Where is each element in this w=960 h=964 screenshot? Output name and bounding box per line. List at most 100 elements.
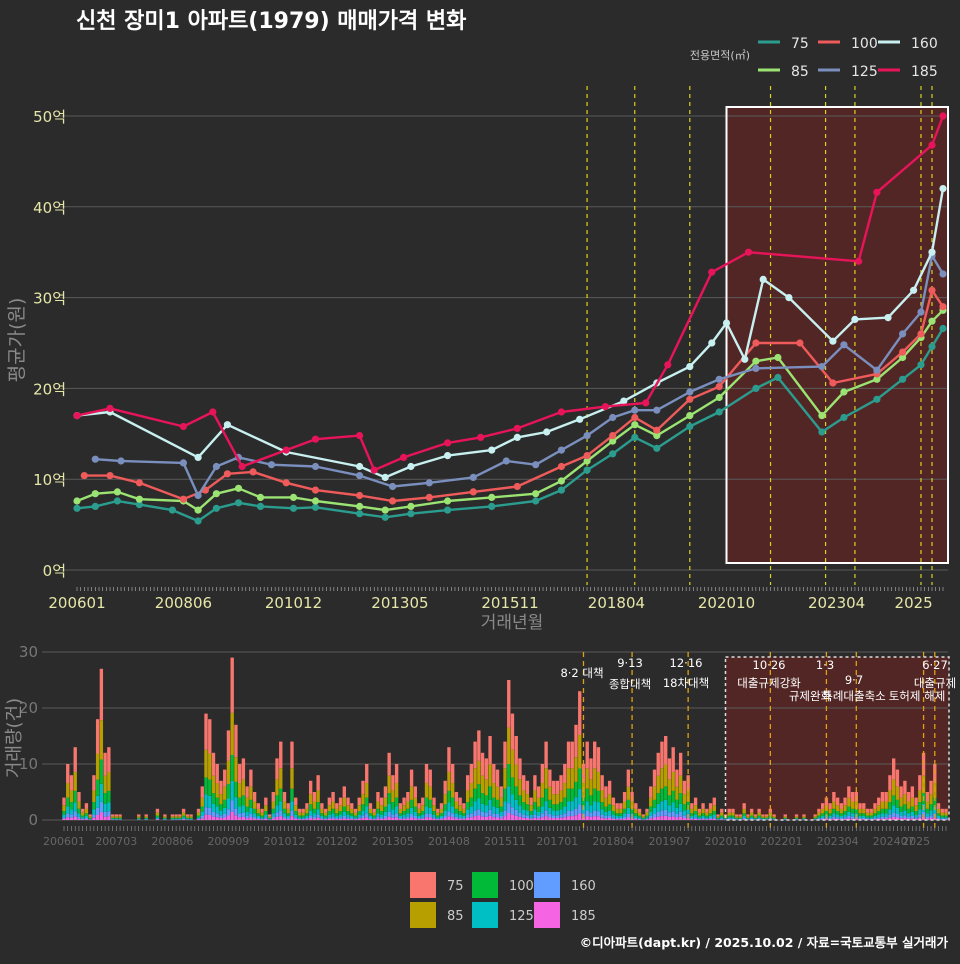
volume-bar-segment: [253, 819, 256, 820]
volume-bar-segment: [784, 814, 787, 816]
volume-bar-segment: [103, 804, 106, 812]
volume-bar-segment: [473, 816, 476, 820]
volume-bar-segment: [410, 787, 413, 800]
volume-bar-segment: [649, 807, 652, 812]
data-point: [371, 467, 378, 474]
volume-bar-segment: [429, 770, 432, 787]
volume-bar-segment: [245, 816, 248, 818]
volume-bar-segment: [743, 818, 746, 819]
volume-bar-segment: [399, 819, 402, 820]
volume-bar-segment: [642, 814, 645, 816]
volume-bar-segment: [425, 798, 428, 807]
volume-bar-segment: [70, 775, 73, 790]
volume-bar-segment: [470, 807, 473, 814]
volume-bar-segment: [709, 819, 712, 820]
volume-bar-segment: [660, 742, 663, 769]
volume-bar-segment: [574, 809, 577, 816]
volume-bar-segment: [429, 817, 432, 820]
volume-bar-segment: [645, 819, 648, 820]
volume-bar-segment: [660, 801, 663, 810]
volume-bar-segment: [750, 813, 753, 816]
volume-bar-segment: [701, 819, 704, 820]
volume-bar-segment: [380, 811, 383, 815]
volume-bar-segment: [477, 784, 480, 798]
volume-bar-segment: [331, 802, 334, 809]
volume-bar-segment: [227, 730, 230, 760]
volume-x-tick-label: 201305: [372, 835, 414, 848]
volume-bar-segment: [847, 812, 850, 816]
volume-bar-segment: [354, 816, 357, 818]
volume-bar-segment: [287, 809, 290, 813]
volume-bar-segment: [761, 818, 764, 819]
volume-bar-segment: [145, 816, 148, 817]
data-point: [257, 494, 264, 501]
volume-bar-segment: [586, 816, 589, 820]
volume-bar-segment: [713, 817, 716, 819]
volume-bar-segment: [436, 816, 439, 818]
volume-bar-segment: [597, 816, 600, 820]
volume-bar-segment: [552, 794, 555, 804]
volume-bar-segment: [395, 817, 398, 820]
volume-bar-segment: [432, 817, 435, 819]
volume-bar-segment: [642, 819, 645, 820]
volume-bar-segment: [66, 813, 69, 817]
volume-bar-segment: [343, 807, 346, 812]
volume-bar-segment: [369, 803, 372, 809]
volume-bar-segment: [455, 809, 458, 813]
volume-bar-segment: [660, 816, 663, 820]
volume-bar-segment: [309, 811, 312, 816]
volume-bar-segment: [197, 813, 200, 816]
volume-bar-segment: [339, 798, 342, 806]
volume-bar-segment: [178, 818, 181, 819]
volume-bar-segment: [62, 811, 65, 815]
volume-bar-segment: [466, 809, 469, 814]
data-point: [723, 319, 730, 326]
legend-label-100: 100: [851, 36, 878, 52]
y-tick-label: 0억: [43, 562, 66, 580]
volume-x-tick-label: 201408: [428, 835, 470, 848]
volume-bar-segment: [361, 794, 364, 804]
data-point: [114, 488, 121, 495]
data-point: [642, 399, 649, 406]
volume-bar-segment: [802, 814, 805, 816]
volume-bar-segment: [634, 818, 637, 819]
data-point: [899, 330, 906, 337]
volume-bar-segment: [174, 816, 177, 817]
volume-bar-segment: [634, 819, 637, 820]
volume-bar-segment: [657, 812, 660, 817]
volume-bar-segment: [275, 817, 278, 820]
volume-bar-segment: [675, 800, 678, 808]
volume-bar-segment: [847, 816, 850, 818]
volume-bar-segment: [380, 798, 383, 806]
volume-bar-segment: [548, 770, 551, 787]
volume-bar-segment: [260, 809, 263, 813]
volume-bar-segment: [522, 802, 525, 809]
volume-bar-segment: [257, 819, 260, 820]
volume-bar-segment: [634, 816, 637, 818]
volume-bar-segment: [186, 816, 189, 817]
volume-bar-segment: [694, 819, 697, 820]
volume-bar-segment: [163, 816, 166, 817]
volume-bar-segment: [828, 816, 831, 818]
data-point: [840, 341, 847, 348]
volume-bar-segment: [529, 819, 532, 820]
volume-bar-segment: [612, 805, 615, 811]
volume-bar-segment: [828, 803, 831, 809]
volume-bar-segment: [462, 803, 465, 809]
volume-bar-segment: [672, 772, 675, 791]
volume-bar-segment: [541, 807, 544, 814]
volume-bar-segment: [212, 804, 215, 812]
volume-bar-segment: [522, 815, 525, 818]
volume-bar-segment: [529, 811, 532, 815]
volume-bar-segment: [294, 798, 297, 806]
data-point: [514, 483, 521, 490]
volume-y-axis-label: 거래량(건): [4, 698, 25, 778]
policy-date-label: 9·13: [617, 656, 643, 670]
volume-bar-segment: [231, 812, 234, 820]
volume-bar-segment: [731, 809, 734, 813]
volume-bar-segment: [242, 805, 245, 812]
volume-bar-segment: [533, 775, 536, 790]
legend-label-185: 185: [911, 64, 938, 80]
volume-bar-segment: [272, 809, 275, 813]
